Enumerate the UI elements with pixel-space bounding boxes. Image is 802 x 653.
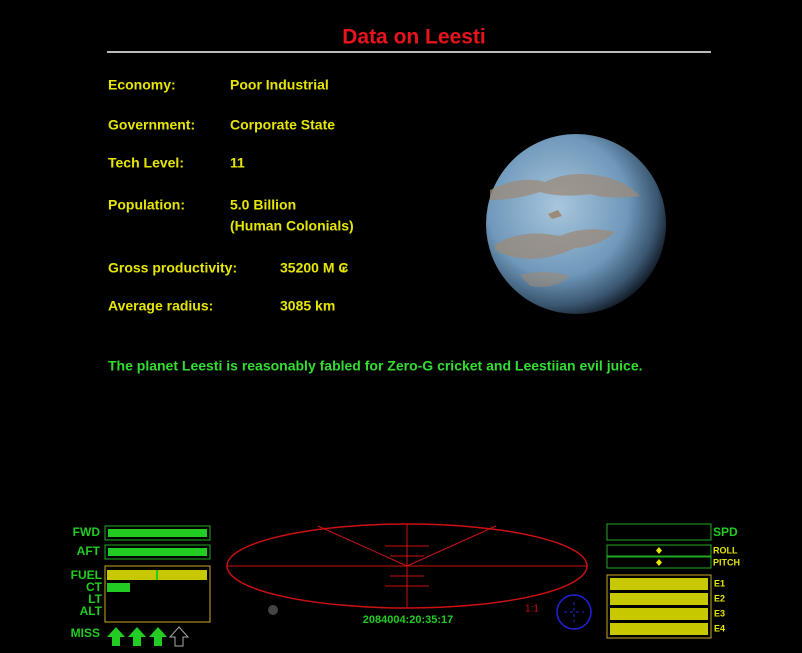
gauge-bar — [108, 548, 207, 556]
hud-label: AFT — [77, 544, 101, 558]
scanner-zoom: 1:1 — [525, 604, 539, 615]
hud-label: FWD — [73, 525, 101, 539]
energy-bar — [610, 608, 708, 620]
status-light — [268, 605, 278, 615]
info-value: Corporate State — [230, 117, 335, 133]
info-value: Poor Industrial — [230, 77, 329, 93]
hud-label: E4 — [714, 623, 725, 633]
hud-label: E3 — [714, 608, 725, 618]
description: The planet Leesti is reasonably fabled f… — [108, 358, 643, 374]
hud-label: SPD — [713, 525, 738, 539]
energy-bar — [610, 593, 708, 605]
energy-bar — [610, 578, 708, 590]
gauge-bar — [107, 583, 130, 592]
info-label: Tech Level: — [108, 155, 184, 171]
energy-bar — [610, 623, 708, 635]
hud-label: E1 — [714, 578, 725, 588]
title: Data on Leesti — [342, 26, 486, 49]
info-label: Government: — [108, 117, 195, 133]
info-label: Average radius: — [108, 298, 213, 314]
info-label: Gross productivity: — [108, 260, 237, 276]
planet — [486, 134, 666, 314]
clock: 2084004:20:35:17 — [363, 614, 454, 626]
hud-label: PITCH — [713, 557, 740, 567]
info-value: 11 — [230, 155, 245, 171]
gauge-marker — [156, 570, 158, 580]
gauge-bar — [108, 529, 207, 537]
planet-disc — [486, 134, 666, 314]
screen: Data on Leesti Economy: Poor Industrial … — [0, 0, 802, 648]
info-value: 3085 km — [280, 298, 335, 314]
info-value: 5.0 Billion — [230, 197, 296, 213]
info-label: Population: — [108, 197, 185, 213]
info-value: 35200 M ₢ — [280, 260, 348, 276]
hud-label: ALT — [80, 604, 103, 618]
hud-label: ROLL — [713, 545, 738, 555]
info-label: Economy: — [108, 77, 176, 93]
hud-label: MISS — [71, 626, 100, 640]
hud-label: E2 — [714, 593, 725, 603]
info-value: (Human Colonials) — [230, 218, 354, 234]
